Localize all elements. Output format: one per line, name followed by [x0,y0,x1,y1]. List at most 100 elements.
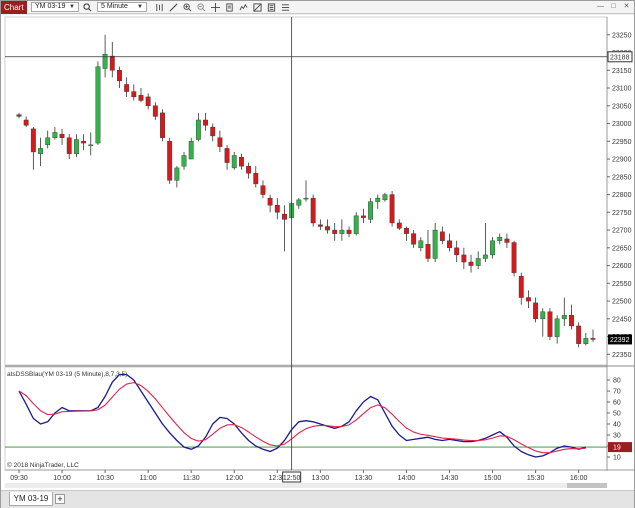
candle [547,308,553,341]
candle [246,162,252,179]
candle-body [217,137,223,147]
candle [73,134,79,158]
candle [267,194,273,213]
properties-icon[interactable] [223,2,235,13]
candle [353,212,359,236]
candle [253,166,259,188]
candle [576,322,582,348]
candle [540,308,546,337]
candle-body [346,229,352,234]
drawing-tool-icon[interactable] [167,2,179,13]
candle [303,180,309,202]
candle [346,226,352,238]
price-tick-label: 22500 [612,299,632,306]
candle-body [504,238,510,243]
candle-body [518,276,524,298]
candle-body [59,133,65,138]
indicators-icon[interactable] [237,2,249,13]
templates-icon[interactable] [265,2,277,13]
instrument-selector[interactable]: YM 03-19 ▼ [31,2,79,12]
candle-body [253,173,259,185]
instrument-tab[interactable]: YM 03-19 [9,492,53,506]
candle [16,112,22,119]
close-icon[interactable]: ✕ [623,3,630,10]
candle-body [382,194,388,201]
candle [504,233,510,248]
candle [145,93,151,110]
candle-body [224,148,230,163]
candle-body [267,197,273,206]
time-tick-label: 15:30 [527,475,545,482]
candle [389,191,395,227]
indicator-value-label: 19 [613,445,621,452]
candle [526,290,531,309]
candle [518,272,524,305]
horizontal-scrollbar[interactable] [5,483,607,488]
time-tick-label: 15:00 [484,475,502,482]
search-icon[interactable] [81,2,93,13]
candle [482,222,488,263]
candle [317,219,323,231]
price-tick-label: 22750 [612,210,632,217]
candle-body [73,139,79,154]
candle-body [124,84,130,92]
candle-body [404,228,409,234]
zoom-out-icon[interactable] [195,2,207,13]
last-price-badge [608,334,632,345]
candle [239,153,244,170]
candle-body [418,240,424,249]
crosshair-price-badge [607,51,633,63]
crosshair-icon[interactable] [209,2,221,13]
indicator-tick-label: 40 [613,422,621,429]
list-icon[interactable] [279,2,291,13]
last-price-label: 22392 [610,337,630,344]
candle [260,180,266,199]
candle [152,102,158,120]
candle-body [475,258,481,266]
interval-value: 5 Minute [101,3,128,10]
candle [217,130,223,152]
candle [88,132,94,156]
time-tick-label: 12:00 [225,475,243,482]
price-tick-label: 23000 [612,121,632,128]
candle-body [81,141,86,144]
crosshair-price-label: 23188 [610,54,630,61]
candle-body [174,167,180,181]
candle [561,297,567,326]
instrument-tab-bar: YM 03-19 + [1,490,634,508]
candle-body [468,261,474,266]
price-tick-label: 22900 [612,157,632,164]
add-tab-button[interactable]: + [55,494,65,504]
chart-canvas[interactable]: 2325023200231502310023050230002295022900… [1,15,634,490]
candle [439,226,445,245]
price-tick-label: 22550 [612,281,632,288]
strategies-icon[interactable] [251,2,263,13]
candle-body [447,240,452,249]
minimize-icon[interactable]: — [597,3,604,10]
toolbar: Chart YM 03-19 ▼ 5 Minute ▼ [1,0,634,14]
time-tick-label: 10:30 [96,475,114,482]
scrollbar-thumb[interactable] [567,483,607,488]
dss-red-line [18,382,586,454]
candle [475,251,481,270]
candle [533,297,539,323]
candle [195,112,201,142]
candle-body [160,112,165,138]
candle-body [583,338,589,344]
interval-selector[interactable]: 5 Minute ▼ [97,2,147,12]
copyright-text: © 2018 NinjaTrader, LLC [7,461,79,469]
maximize-icon[interactable]: □ [611,3,616,10]
time-tick-label: 16:00 [570,475,588,482]
candle [310,194,316,227]
price-tick-label: 22650 [612,245,632,252]
candle-body [239,157,244,167]
candle-body [260,185,266,195]
price-tick-label: 22700 [612,228,632,235]
bar-style-icon[interactable] [153,2,165,13]
indicator-panel[interactable] [4,366,608,471]
candle [167,137,173,184]
zoom-in-icon[interactable] [181,2,193,13]
candle [396,219,402,231]
indicator-tick-label: 80 [613,378,621,385]
candle-body [561,315,567,320]
